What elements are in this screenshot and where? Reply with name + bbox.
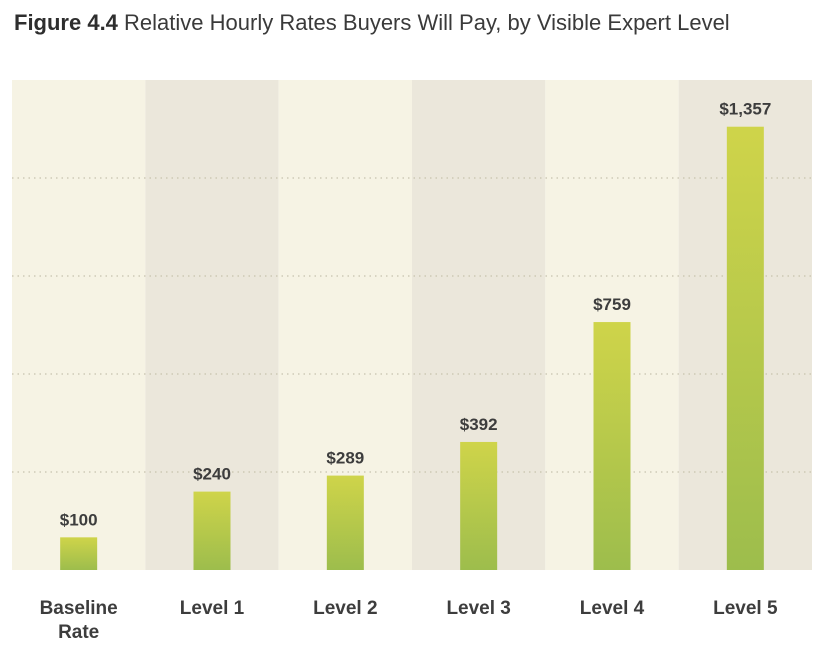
figure-label: Figure 4.4	[14, 10, 118, 35]
bar	[60, 537, 98, 570]
bar	[726, 126, 764, 571]
bar	[593, 322, 631, 570]
column-band	[12, 80, 146, 570]
data-label: $289	[326, 449, 364, 468]
column-band	[145, 80, 279, 570]
x-tick-label: Level 3	[446, 598, 510, 619]
x-tick-label: Level 2	[313, 598, 377, 619]
x-tick-label: Level 1	[180, 598, 245, 619]
data-label: $100	[60, 510, 98, 529]
bar	[193, 491, 231, 570]
x-tick-label: Level 4	[580, 598, 645, 619]
bar	[326, 475, 364, 570]
data-label: $240	[193, 465, 231, 484]
figure-title-text: Relative Hourly Rates Buyers Will Pay, b…	[124, 10, 730, 35]
bar	[460, 441, 498, 570]
chart-title: Figure 4.4 Relative Hourly Rates Buyers …	[14, 10, 730, 36]
data-label: $1,357	[719, 100, 771, 119]
x-tick-label: Baseline Rate	[40, 598, 118, 643]
data-label: $392	[460, 415, 498, 434]
data-label: $759	[593, 295, 631, 314]
x-tick-label: Level 5	[713, 598, 778, 619]
